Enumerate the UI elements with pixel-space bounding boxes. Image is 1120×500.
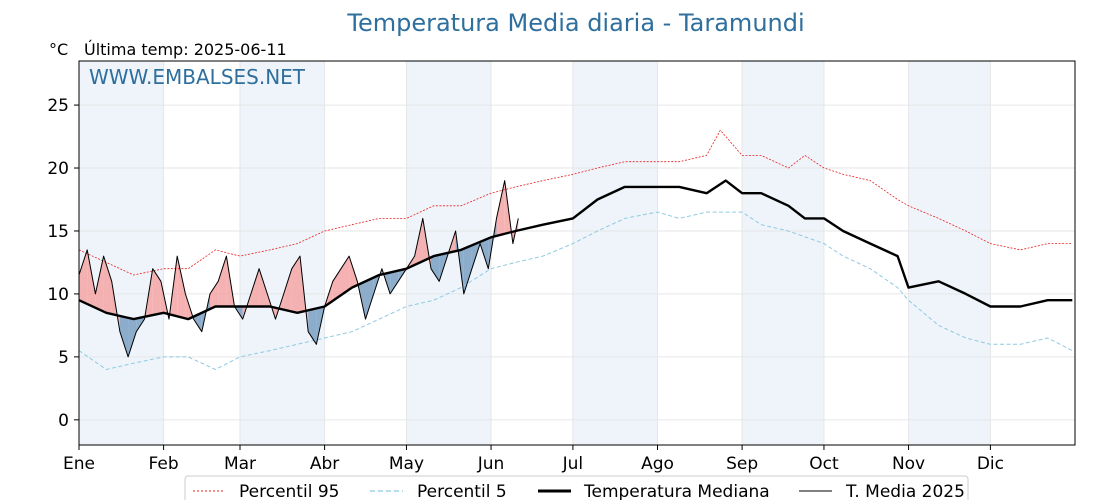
legend-label-median: Temperatura Mediana [583,482,770,500]
anomaly-fill-29 [308,308,317,345]
anomaly-fill-2 [87,249,96,308]
anomaly-fill-34 [349,256,358,290]
x-axis: Ene Feb Mar Abr May Jun Jul Ago Sep Oct Nov Dic [63,445,1004,474]
y-tick-label-1: 5 [58,348,69,368]
anomaly-fill-3 [95,256,104,312]
series-p95-line [78,129,1073,276]
anomaly-fill-6 [119,316,129,357]
x-tick-label-6: Jul [562,454,584,474]
anomaly-fill-22 [250,268,260,307]
x-tick-label-5: Jun [477,454,505,474]
anomaly-fill-17 [210,281,219,309]
series-median-line [78,179,1073,321]
unit-label: °C [49,40,68,59]
legend-label-p5: Percentil 5 [417,482,507,500]
x-tick-label-9: Oct [809,454,839,474]
x-tick-label-10: Nov [892,454,925,474]
legend-box [184,475,969,500]
anomaly-fill-23 [259,268,268,307]
month-bands [79,61,991,445]
x-tick-label-3: Abr [310,454,339,474]
anomaly-fill-39 [390,270,399,294]
x-tick-label-2: Mar [224,454,256,474]
month-band-5 [908,61,991,445]
y-tick-label-5: 25 [47,96,69,116]
x-tick-label-0: Ene [63,454,95,474]
anomaly-fill-27 [291,256,300,313]
plot-frame [78,60,1076,446]
anomaly-fill-10 [152,268,161,316]
anomaly-fill-1 [79,249,88,304]
series-p5-line [78,211,1073,370]
anomaly-fill-32 [332,268,341,301]
y-tick-label-4: 20 [47,159,69,179]
chart-title: Temperatura Media diaria - Taramundi [346,9,804,37]
legend: Percentil 95 Percentil 5 Temperatura Med… [184,475,969,500]
x-tick-label-1: Feb [149,454,179,474]
anomaly-fill-36 [365,277,374,320]
month-band-0 [79,61,164,445]
y-tick-label-0: 0 [58,411,69,431]
anomaly-fill-52 [496,180,505,236]
x-tick-label-4: May [389,454,424,474]
legend-label-p95: Percentil 95 [239,482,339,500]
watermark: WWW.EMBALSES.NET [89,65,306,89]
anomaly-fill-4 [103,256,112,315]
series-2025-line [78,180,519,358]
y-tick-label-3: 15 [47,222,69,242]
legend-label-2025: T. Media 2025 [845,482,965,500]
y-tick-label-2: 10 [47,285,69,305]
month-band-3 [572,61,658,445]
month-band-4 [742,61,824,445]
y-axis: 0 5 10 15 20 25 [47,96,79,431]
month-band-1 [239,61,325,445]
anomaly-fill-48 [463,245,472,294]
anomaly-fill-7 [128,317,137,357]
anomaly-fill-44 [431,254,440,282]
x-tick-label-8: Sep [726,454,758,474]
series-lines [78,129,1073,370]
x-tick-label-7: Ago [641,454,674,474]
last-temp-label: Última temp: 2025-06-11 [84,40,287,59]
grid-lines [78,61,1075,445]
anomaly-fill-26 [283,268,292,312]
anomaly-fill-13 [177,256,186,319]
x-tick-label-11: Dic [977,454,1004,474]
anomaly-fill-18 [218,256,227,307]
anomaly-fill-15 [193,312,202,332]
